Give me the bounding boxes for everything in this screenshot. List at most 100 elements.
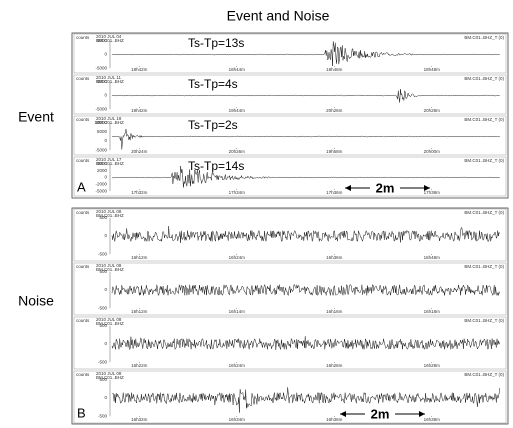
time-label: 16h12m — [131, 309, 148, 314]
time-label: 16h32m — [131, 417, 148, 422]
trace-station-right: BM.C01..BHZ_T (0) — [464, 318, 504, 323]
y-tick-label: 0 — [104, 138, 107, 143]
trace-station: BM.C01..BHZ — [96, 267, 124, 272]
time-label: 16h22m — [131, 363, 148, 368]
ts-tp-annotation: Ts-Tp=13s — [188, 36, 244, 50]
trace-date: 2010 JUL 04 — [96, 34, 122, 39]
trace-station-right: BM.C01..BHZ_T (0) — [464, 158, 504, 163]
waveform — [111, 89, 500, 103]
arrowhead — [340, 411, 346, 417]
y-tick-label: 10000 — [94, 120, 107, 125]
time-label: 19h58m — [326, 149, 343, 154]
trace-station-right: BM.C01..BHZ_T (0) — [464, 117, 504, 122]
trace-date: 2010 JUL 17 — [96, 157, 122, 162]
trace-station-right: BM.C01..BHZ_T (0) — [464, 372, 504, 377]
y-tick-label: -5000 — [95, 188, 107, 193]
time-label: 16h38m — [424, 417, 441, 422]
time-label: 17h34m — [229, 190, 246, 195]
time-label: 20h00m — [424, 149, 441, 154]
y-tick-label: -500 — [98, 251, 108, 256]
time-label: 19h42m — [131, 108, 148, 113]
y-tick-label: -500 — [98, 359, 108, 364]
y-tick-label: -500 — [98, 305, 108, 310]
ts-tp-annotation: Ts-Tp=2s — [188, 118, 238, 132]
trace-unit: counts — [76, 372, 90, 377]
trace-station-right: BM.C01..BHZ_T (0) — [464, 76, 504, 81]
y-tick-label: 5000 — [97, 129, 108, 134]
y-tick-label: 500 — [99, 377, 107, 382]
y-tick-label: 5000 — [97, 38, 108, 43]
trace-frame — [73, 208, 507, 262]
y-tick-label: 5000 — [97, 79, 108, 84]
time-label: 16h26m — [326, 363, 343, 368]
trace-frame — [73, 156, 507, 197]
trace-station: BM.C01..BHZ — [96, 120, 124, 125]
trace-unit: counts — [76, 35, 90, 40]
time-label: 16h12m — [131, 255, 148, 260]
trace-unit: counts — [76, 210, 90, 215]
time-label: 17h36m — [326, 190, 343, 195]
trace-unit: counts — [76, 76, 90, 81]
time-label: 16h24m — [229, 363, 246, 368]
time-label: 17h38m — [424, 190, 441, 195]
trace-station: BM.C01..BHZ — [96, 79, 124, 84]
y-tick-label: 0 — [104, 175, 107, 180]
y-tick-label: 0 — [104, 287, 107, 292]
noise-label: Noise — [18, 293, 54, 309]
time-label: 16h34m — [229, 417, 246, 422]
y-tick-label: 0 — [104, 52, 107, 57]
arrowhead — [345, 185, 351, 191]
trace-date: 2010 JUL 18 — [96, 116, 122, 121]
trace-frame — [73, 370, 507, 424]
y-tick-label: 500 — [99, 215, 107, 220]
y-tick-label: -500 — [98, 413, 108, 418]
trace-unit: counts — [76, 318, 90, 323]
trace-station-right: BM.C01..BHZ_T (0) — [464, 264, 504, 269]
y-tick-label: 5000 — [97, 161, 108, 166]
panel-frame — [71, 207, 509, 425]
time-label: 18h44m — [229, 67, 246, 72]
time-label: 20h26m — [229, 149, 246, 154]
waveform — [111, 387, 501, 413]
trace-unit: counts — [76, 117, 90, 122]
time-label: 16h16m — [326, 309, 343, 314]
y-tick-label: -5000 — [95, 106, 107, 111]
time-label: 20h24m — [131, 149, 148, 154]
trace-unit: counts — [76, 158, 90, 163]
figure-title: Event and Noise — [227, 8, 330, 24]
time-label: 16h28m — [424, 363, 441, 368]
y-tick-label: -2000 — [95, 182, 107, 187]
trace-frame — [73, 115, 507, 156]
time-label: 18h46m — [326, 67, 343, 72]
trace-date: 2010 JUL 08 — [96, 371, 122, 376]
trace-date: 2010 JUL 11 — [96, 75, 122, 80]
trace-date: 2010 JUL 08 — [96, 317, 122, 322]
event-label: Event — [18, 109, 54, 125]
trace-frame — [73, 316, 507, 370]
y-tick-label: -5000 — [95, 65, 107, 70]
trace-station: BM.C01..BHZ — [96, 161, 124, 166]
time-label: 16h24m — [229, 255, 246, 260]
trace-station-right: BM.C01..BHZ_T (0) — [464, 35, 504, 40]
y-tick-label: 500 — [99, 269, 107, 274]
y-tick-label: 500 — [99, 323, 107, 328]
trace-station: BM.C01..BHZ — [96, 213, 124, 218]
time-label: 20h26m — [326, 108, 343, 113]
y-tick-label: 0 — [104, 93, 107, 98]
time-label: 20h28m — [424, 108, 441, 113]
trace-date: 2010 JUL 08 — [96, 263, 122, 268]
time-label: 16h36m — [326, 417, 343, 422]
panel-label: B — [77, 405, 86, 420]
trace-station-right: BM.C01..BHZ_T (0) — [464, 210, 504, 215]
waveform — [111, 166, 500, 188]
trace-frame — [73, 33, 507, 74]
trace-station: BM.C01..BHZ — [96, 321, 124, 326]
y-tick-label: 0 — [104, 233, 107, 238]
time-label: 16h48m — [424, 255, 441, 260]
trace-frame — [73, 74, 507, 115]
waveform — [111, 283, 501, 297]
panel-label: A — [77, 179, 86, 194]
waveform — [111, 225, 501, 243]
ts-tp-annotation: Ts-Tp=14s — [188, 159, 244, 173]
